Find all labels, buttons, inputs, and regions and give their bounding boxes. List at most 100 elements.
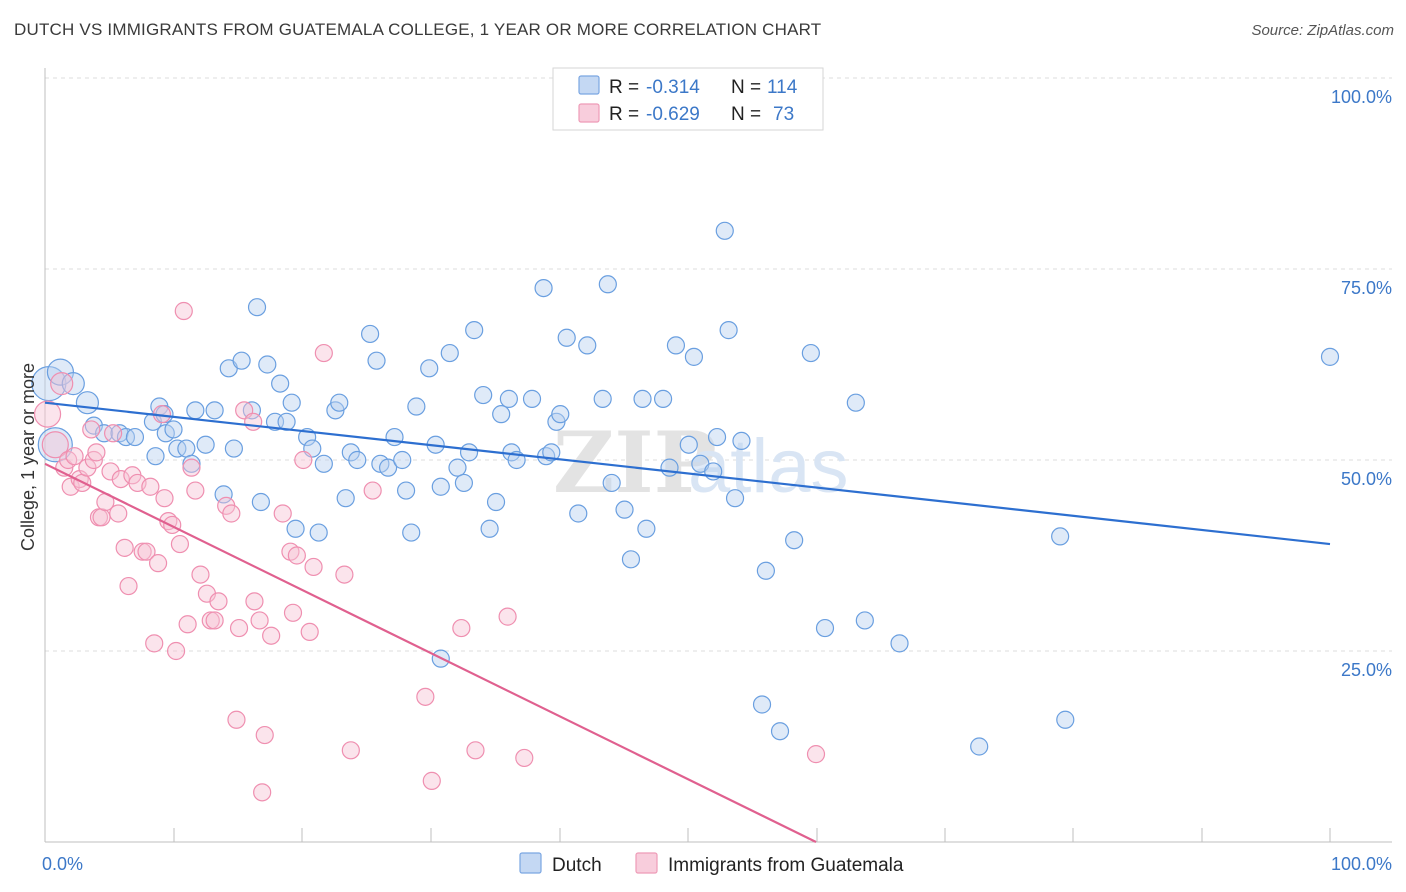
data-point	[806, 745, 826, 764]
data-point	[75, 391, 100, 415]
legend-n-value: 114	[767, 77, 798, 98]
data-point	[653, 389, 673, 408]
data-point	[182, 458, 201, 477]
data-point	[104, 424, 123, 443]
data-point	[378, 458, 398, 477]
data-point	[801, 343, 820, 363]
data-point	[660, 458, 679, 477]
data-point	[186, 401, 205, 420]
data-point	[637, 519, 656, 538]
legend-n-label: N =	[731, 104, 761, 125]
data-point	[466, 741, 485, 760]
data-point	[367, 351, 386, 370]
data-point	[209, 592, 228, 611]
data-point	[416, 687, 435, 706]
data-point	[119, 576, 138, 596]
y-tick-label: 75.0%	[1341, 278, 1392, 298]
data-point	[41, 431, 69, 459]
data-point	[666, 336, 686, 355]
data-point	[309, 523, 328, 542]
data-point	[621, 550, 641, 569]
trend-line-dutch	[44, 401, 1331, 546]
data-point	[846, 393, 865, 412]
data-point	[684, 347, 704, 366]
data-point	[633, 389, 652, 408]
data-point	[407, 397, 426, 416]
data-point	[196, 435, 215, 454]
data-point	[163, 515, 182, 535]
series-dutch-points	[31, 221, 1340, 756]
data-point	[115, 538, 134, 557]
watermark-atlas: atlas	[688, 424, 849, 509]
data-point	[335, 565, 354, 584]
data-point	[679, 435, 698, 454]
data-point	[422, 771, 441, 790]
data-point	[255, 725, 274, 745]
trend-line-guatemala	[44, 462, 817, 843]
data-point	[396, 481, 416, 500]
data-point	[452, 618, 471, 638]
x-tick-label: 0.0%	[42, 854, 83, 874]
data-point	[707, 427, 727, 447]
data-point	[499, 389, 518, 408]
data-point	[459, 443, 479, 462]
chart-title: DUTCH VS IMMIGRANTS FROM GUATEMALA COLLE…	[14, 20, 822, 39]
chart-source: Source: ZipAtlas.com	[1251, 22, 1394, 39]
data-point	[1056, 710, 1075, 729]
legend-n-value: 73	[773, 104, 794, 125]
y-tick-label: 100.0%	[1331, 87, 1392, 107]
data-point	[146, 447, 165, 466]
data-point	[101, 462, 120, 481]
data-point	[498, 607, 517, 626]
data-point	[250, 611, 269, 630]
legend-r-label: R =	[609, 77, 639, 98]
data-point	[244, 412, 263, 431]
data-point	[542, 443, 561, 462]
data-point	[174, 301, 193, 321]
data-point	[92, 508, 111, 527]
legend-swatch-dutch	[578, 75, 600, 95]
data-point	[304, 557, 323, 577]
data-point	[245, 592, 264, 611]
x-tick-label: 100.0%	[1331, 854, 1392, 874]
legend-r-label: R =	[609, 104, 639, 125]
data-point	[785, 531, 804, 550]
data-point	[815, 618, 835, 638]
data-point	[283, 603, 303, 622]
data-point	[732, 431, 751, 450]
data-point	[227, 710, 246, 729]
data-point	[515, 748, 534, 768]
data-point	[314, 343, 333, 363]
data-point	[300, 622, 319, 642]
data-point	[164, 420, 183, 439]
data-point	[348, 450, 367, 470]
data-point	[148, 554, 168, 573]
legend-n-label: N =	[731, 77, 761, 98]
y-tick-label: 25.0%	[1341, 660, 1392, 680]
data-point	[287, 546, 306, 565]
data-point	[178, 615, 197, 634]
data-point	[286, 519, 305, 538]
data-point	[855, 611, 874, 630]
data-point	[205, 611, 224, 630]
data-point	[273, 504, 292, 523]
data-point	[492, 405, 511, 424]
data-point	[970, 737, 989, 756]
data-point	[155, 489, 174, 508]
data-point	[615, 500, 634, 519]
data-point	[247, 298, 267, 317]
data-point	[557, 328, 576, 347]
data-point	[770, 722, 790, 741]
data-point	[222, 504, 241, 523]
data-point	[1051, 527, 1070, 546]
data-point	[420, 359, 439, 378]
data-point	[393, 450, 412, 470]
data-point	[251, 492, 270, 512]
data-point	[109, 504, 128, 523]
data-point	[33, 400, 62, 428]
data-point	[186, 481, 205, 500]
data-point	[177, 439, 196, 458]
gridlines	[45, 77, 1392, 652]
bottom-legend-guatemala: Immigrants from Guatemala	[668, 855, 904, 876]
